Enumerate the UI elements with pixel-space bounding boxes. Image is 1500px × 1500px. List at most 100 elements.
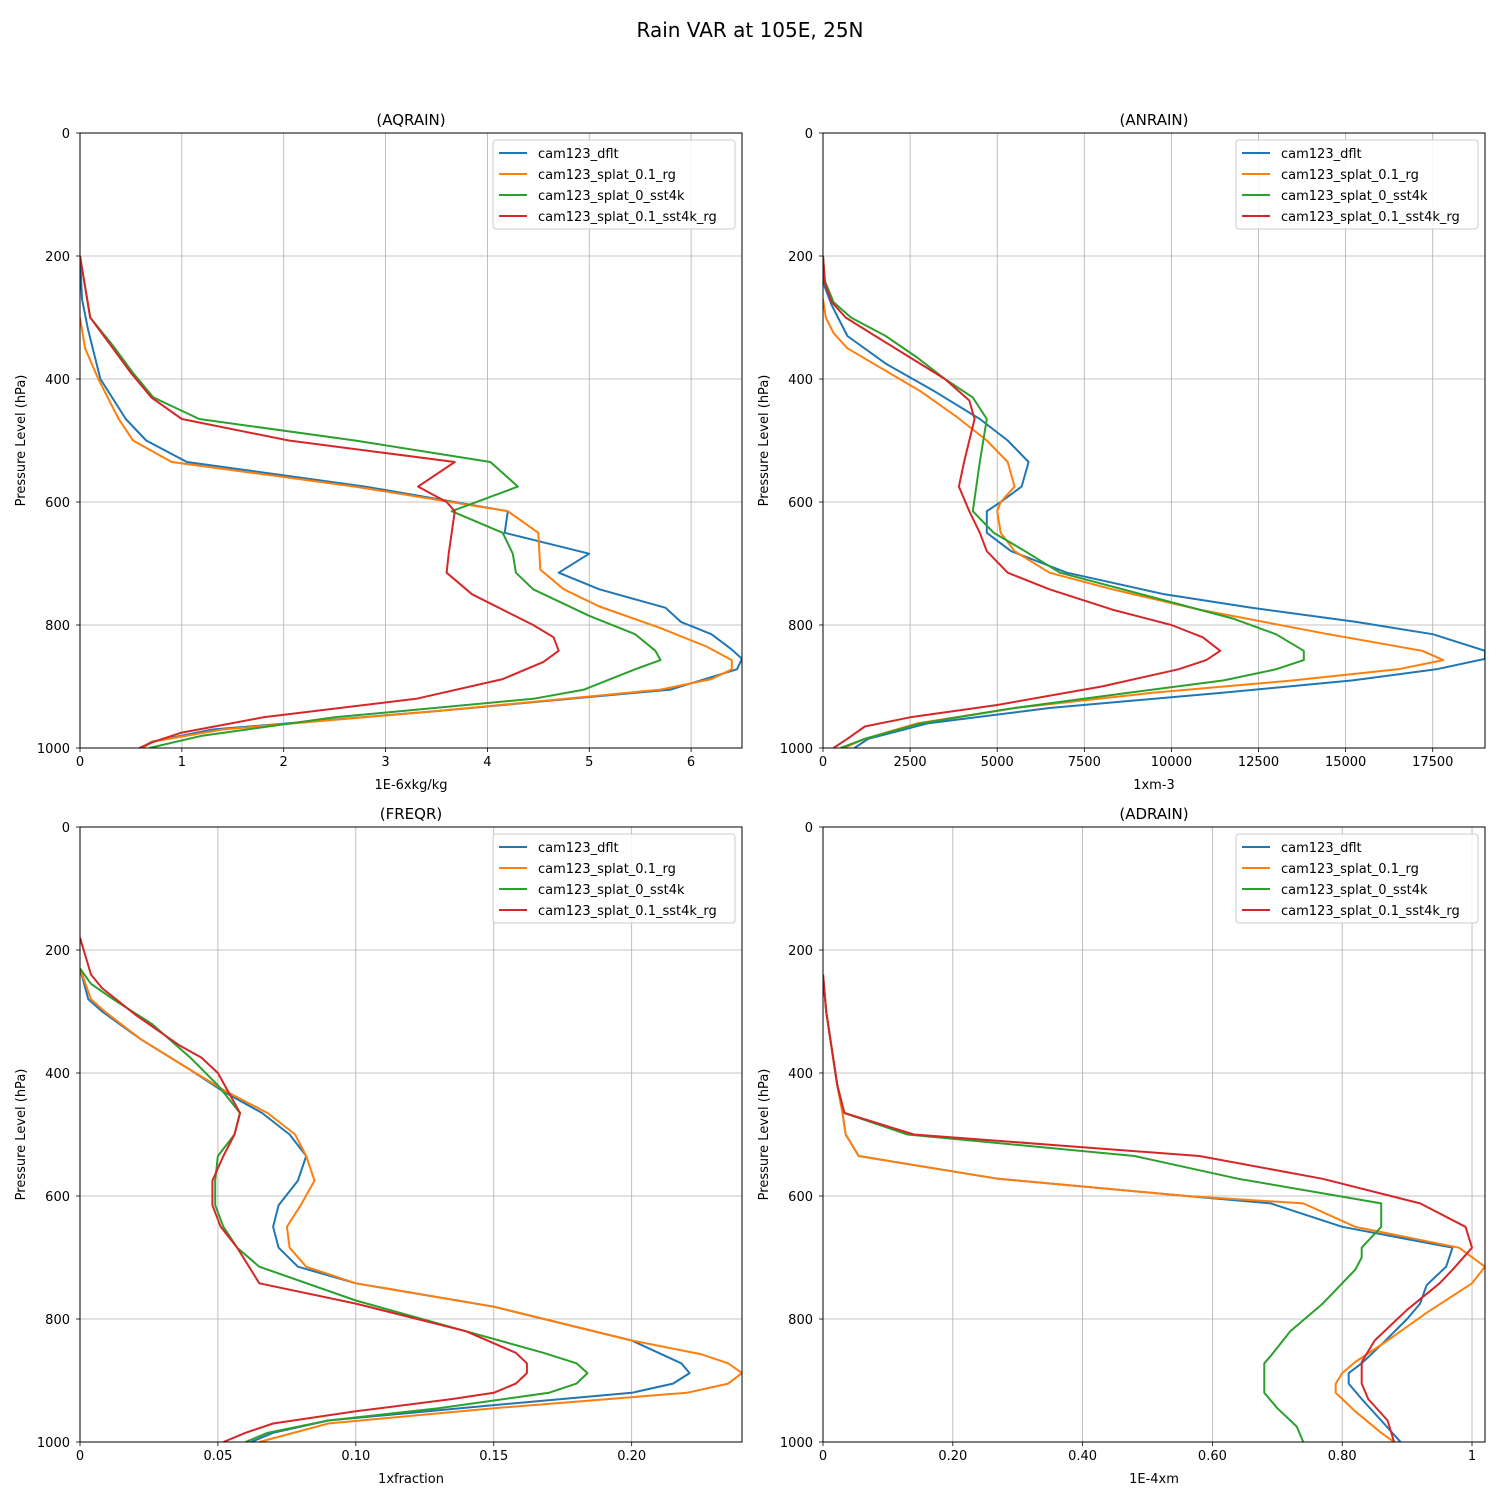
y-tick-label: 400 (45, 1067, 70, 1082)
y-tick-label: 600 (788, 1190, 813, 1205)
x-tick-label: 15000 (1325, 755, 1366, 770)
y-tick-label: 1000 (37, 742, 70, 757)
legend-label: cam123_splat_0.1_rg (538, 168, 676, 183)
x-tick-label: 1 (178, 755, 186, 770)
plot-frame (79, 132, 743, 749)
legend-label: cam123_splat_0_sst4k (538, 883, 685, 898)
y-tick-label: 1000 (780, 742, 813, 757)
x-tick-label: 0.05 (203, 1449, 232, 1464)
subplot-title: (ANRAIN) (1120, 111, 1189, 129)
legend-label: cam123_splat_0.1_rg (1281, 168, 1419, 183)
y-tick-label: 200 (45, 250, 70, 265)
legend-box (1235, 833, 1479, 924)
x-tick-label: 0.10 (341, 1449, 370, 1464)
subplot-anrain: 0 2500 5000 7500 10000 12500 15000 17500 0 200 400… (757, 111, 1486, 793)
y-tick-label: 800 (788, 1313, 813, 1328)
x-tick-label: 7500 (1068, 755, 1101, 770)
y-tick-label: 800 (788, 619, 813, 634)
legend-label: cam123_splat_0_sst4k (1281, 883, 1428, 898)
y-tick-label: 200 (788, 944, 813, 959)
y-tick-label: 600 (788, 496, 813, 511)
y-axis-label: Pressure Level (hPa) (14, 1069, 29, 1201)
legend-box (492, 833, 736, 924)
legend-label: cam123_splat_0_sst4k (1281, 189, 1428, 204)
x-tick-label: 17500 (1412, 755, 1453, 770)
y-tick-label: 1000 (780, 1436, 813, 1451)
y-tick-label: 400 (788, 373, 813, 388)
x-tick-label: 0 (76, 755, 84, 770)
plots-container: 0 1 2 3 4 5 6 0 200 400 600 800 1000 (AQRAIN) 1E-6xkg/… (14, 111, 1486, 1487)
y-tick-label: 200 (45, 944, 70, 959)
plot-frame (79, 826, 743, 1443)
legend-label: cam123_dflt (1281, 841, 1362, 856)
series-line-cam123-splat-0-sst4k (823, 255, 1305, 748)
legend-box (492, 139, 736, 230)
y-tick-label: 0 (805, 821, 813, 836)
series-line-cam123-splat-0-1-sst4k-rg (823, 255, 1222, 748)
series-group (823, 974, 1485, 1442)
x-axis-label: 1E-4xm (1129, 1472, 1179, 1487)
y-axis-label: Pressure Level (hPa) (757, 1069, 772, 1201)
series-line-cam123-splat-0-1-sst4k-rg (80, 937, 528, 1442)
subplot-title: (FREQR) (380, 805, 442, 823)
legend-label: cam123_splat_0.1_sst4k_rg (538, 904, 717, 919)
legend-label: cam123_splat_0.1_rg (1281, 862, 1419, 877)
y-tick-label: 0 (62, 127, 70, 142)
legend-label: cam123_splat_0.1_rg (538, 862, 676, 877)
subplot-freqr: 0 0.05 0.10 0.15 0.20 0 200 400 600 800 1000 (FREQR… (14, 805, 743, 1487)
y-tick-label: 0 (805, 127, 813, 142)
legend: cam123_dflt cam123_splat_0.1_rg cam123_spl… (492, 139, 736, 230)
plot-frame (822, 826, 1486, 1443)
series-line-cam123-splat-0-1-sst4k-rg (80, 255, 560, 748)
x-tick-label: 12500 (1238, 755, 1279, 770)
y-tick-label: 600 (45, 496, 70, 511)
x-tick-label: 2500 (894, 755, 927, 770)
legend-box (1235, 139, 1479, 230)
x-tick-label: 4 (483, 755, 491, 770)
subplot-title: (AQRAIN) (376, 111, 445, 129)
legend: cam123_dflt cam123_splat_0.1_rg cam123_spl… (1235, 139, 1479, 230)
legend-label: cam123_splat_0_sst4k (538, 189, 685, 204)
series-group (823, 255, 1485, 748)
figure-title: Rain VAR at 105E, 25N (636, 18, 863, 42)
x-tick-label: 6 (687, 755, 695, 770)
x-tick-label: 0 (819, 1449, 827, 1464)
y-tick-label: 200 (788, 250, 813, 265)
subplot-aqrain: 0 1 2 3 4 5 6 0 200 400 600 800 1000 (AQRAIN) 1E-6xkg/… (14, 111, 743, 793)
legend: cam123_dflt cam123_splat_0.1_rg cam123_spl… (1235, 833, 1479, 924)
y-tick-label: 600 (45, 1190, 70, 1205)
legend-label: cam123_splat_0.1_sst4k_rg (1281, 904, 1460, 919)
legend-label: cam123_dflt (538, 147, 619, 162)
legend-label: cam123_splat_0.1_sst4k_rg (538, 210, 717, 225)
y-tick-label: 800 (45, 619, 70, 634)
legend-label: cam123_dflt (1281, 147, 1362, 162)
y-axis-label: Pressure Level (hPa) (14, 375, 29, 507)
subplot-adrain: 0 0.20 0.40 0.60 0.80 1 0 200 400 600 800 1000 (ADRA… (757, 805, 1486, 1487)
x-tick-label: 0 (819, 755, 827, 770)
legend: cam123_dflt cam123_splat_0.1_rg cam123_spl… (492, 833, 736, 924)
x-axis-label: 1xfraction (378, 1472, 444, 1487)
x-tick-label: 10000 (1151, 755, 1192, 770)
x-tick-label: 0.40 (1068, 1449, 1097, 1464)
series-line-cam123-splat-0-1-rg (80, 317, 733, 748)
y-tick-label: 1000 (37, 1436, 70, 1451)
x-axis-label: 1xm-3 (1133, 778, 1175, 793)
x-tick-label: 0.20 (938, 1449, 967, 1464)
x-tick-label: 2 (280, 755, 288, 770)
legend-label: cam123_splat_0.1_sst4k_rg (1281, 210, 1460, 225)
x-axis-label: 1E-6xkg/kg (374, 778, 447, 793)
series-line-cam123-splat-0-1-rg (80, 968, 742, 1442)
x-tick-label: 5000 (981, 755, 1014, 770)
y-axis-label: Pressure Level (hPa) (757, 375, 772, 507)
plot-frame (822, 132, 1486, 749)
series-line-cam123-dflt (823, 255, 1485, 748)
x-tick-label: 5 (585, 755, 593, 770)
subplot-title: (ADRAIN) (1119, 805, 1188, 823)
x-tick-label: 0 (76, 1449, 84, 1464)
y-tick-label: 0 (62, 821, 70, 836)
y-tick-label: 800 (45, 1313, 70, 1328)
series-group (80, 937, 742, 1442)
x-tick-label: 3 (381, 755, 389, 770)
